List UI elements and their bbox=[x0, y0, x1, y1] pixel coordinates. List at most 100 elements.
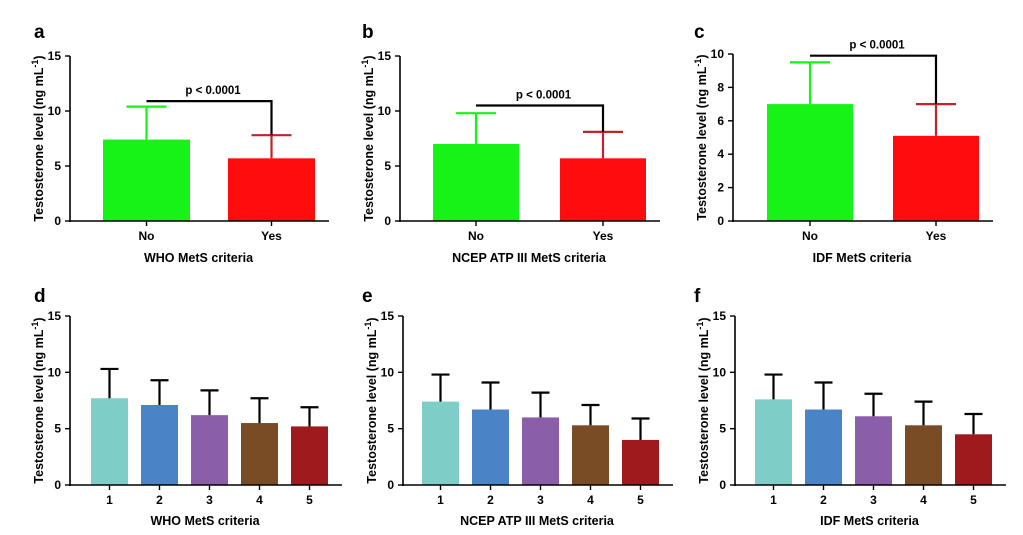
bar-4 bbox=[905, 425, 942, 485]
bar-5 bbox=[622, 439, 659, 485]
x-tick-label: 3 bbox=[537, 493, 544, 507]
bar-3 bbox=[855, 416, 892, 485]
y-axis-title-sup: -1 bbox=[30, 60, 40, 68]
y-tick-label: 0 bbox=[717, 214, 724, 228]
y-tick-label: 6 bbox=[717, 114, 724, 128]
y-axis-title-main: Testosterone level (ng mL bbox=[365, 329, 379, 483]
y-tick-label: 5 bbox=[384, 159, 391, 173]
y-axis-title-sup: -1 bbox=[695, 322, 705, 330]
panel-letter: b bbox=[362, 22, 374, 43]
bar-No bbox=[767, 104, 853, 221]
significance-bracket bbox=[476, 104, 605, 132]
y-axis-title-end: ) bbox=[362, 55, 376, 59]
x-tick-label: 1 bbox=[106, 493, 113, 507]
x-tick-label: 2 bbox=[487, 493, 494, 507]
x-tick-label: No bbox=[468, 229, 484, 243]
x-tick-label: 2 bbox=[156, 493, 163, 507]
y-tick-label: 15 bbox=[381, 309, 395, 323]
x-axis-title: IDF MetS criteria bbox=[813, 251, 913, 265]
bar-Yes bbox=[228, 158, 315, 221]
y-tick-label: 15 bbox=[713, 309, 727, 323]
y-tick-label: 4 bbox=[717, 147, 724, 161]
y-axis-title-main: Testosterone level (ng mL bbox=[362, 67, 376, 221]
bar-1 bbox=[755, 399, 792, 485]
x-tick-label: Yes bbox=[593, 229, 614, 243]
bar-2 bbox=[805, 409, 842, 485]
bar-3 bbox=[191, 415, 228, 485]
x-tick-label: Yes bbox=[926, 229, 947, 243]
significance-label: p < 0.0001 bbox=[516, 90, 572, 102]
significance-label: p < 0.0001 bbox=[849, 40, 905, 52]
x-tick-label: 1 bbox=[770, 493, 777, 507]
y-tick-label: 5 bbox=[54, 159, 61, 173]
y-tick-label: 5 bbox=[719, 422, 726, 436]
x-tick-label: 4 bbox=[587, 493, 594, 507]
x-axis-title: IDF MetS criteria bbox=[820, 514, 920, 528]
y-tick-label: 10 bbox=[378, 104, 392, 118]
y-tick-label: 0 bbox=[54, 478, 61, 492]
y-tick-label: 2 bbox=[717, 181, 724, 195]
y-axis-title: Testosterone level (ng mL-1) bbox=[693, 54, 709, 220]
bar-Yes bbox=[893, 135, 979, 221]
y-axis-title: Testosterone level (ng mL-1) bbox=[363, 317, 379, 483]
y-tick-label: 10 bbox=[381, 365, 395, 379]
x-tick-label: 2 bbox=[820, 493, 827, 507]
x-tick-label: 5 bbox=[970, 493, 977, 507]
x-tick-label: 4 bbox=[256, 493, 263, 507]
y-axis-title: Testosterone level (ng mL-1) bbox=[30, 55, 46, 221]
y-tick-label: 10 bbox=[48, 365, 62, 379]
bar-5 bbox=[955, 434, 992, 485]
y-axis-title: Testosterone level (ng mL-1) bbox=[360, 55, 376, 221]
y-axis-title-end: ) bbox=[32, 317, 46, 321]
y-tick-label: 5 bbox=[387, 422, 394, 436]
y-axis-title-main: Testosterone level (ng mL bbox=[697, 329, 711, 483]
x-tick-label: 3 bbox=[206, 493, 213, 507]
y-axis-title-end: ) bbox=[695, 54, 709, 58]
x-tick-label: 5 bbox=[306, 493, 313, 507]
y-tick-label: 15 bbox=[48, 309, 62, 323]
chart-panel-b: b 0 5 10 15 No Yes NCEP ATP III MetS criteria Te… bbox=[360, 22, 660, 265]
x-axis-title: WHO MetS criteria bbox=[150, 514, 260, 528]
y-axis-title: Testosterone level (ng mL-1) bbox=[30, 317, 46, 483]
y-tick-label: 0 bbox=[719, 478, 726, 492]
bar-No bbox=[103, 139, 190, 221]
significance-label: p < 0.0001 bbox=[185, 85, 241, 97]
significance-bracket bbox=[146, 100, 273, 136]
y-tick-label: 5 bbox=[54, 422, 61, 436]
panel-letter: c bbox=[694, 22, 705, 43]
x-tick-label: 4 bbox=[920, 493, 927, 507]
y-axis-title-end: ) bbox=[697, 317, 711, 321]
y-tick-label: 10 bbox=[711, 47, 725, 61]
bar-4 bbox=[572, 425, 609, 485]
bar-5 bbox=[291, 426, 328, 485]
x-tick-label: 1 bbox=[437, 493, 444, 507]
panel-letter: d bbox=[34, 286, 46, 307]
chart-panel-c: c 0 2 4 6 8 10 No Yes IDF MetS criteria Testostero… bbox=[693, 22, 993, 265]
bar-No bbox=[433, 144, 519, 221]
y-tick-label: 15 bbox=[48, 49, 62, 63]
y-axis-title-sup: -1 bbox=[363, 322, 373, 330]
bar-1 bbox=[91, 398, 128, 485]
y-tick-label: 10 bbox=[48, 104, 62, 118]
y-axis-title-main: Testosterone level (ng mL bbox=[695, 66, 709, 220]
y-axis-title-end: ) bbox=[32, 55, 46, 59]
panel-letter: e bbox=[362, 286, 373, 307]
chart-panel-a: a 0 5 10 15 No Yes WHO MetS criteria Testosteron… bbox=[30, 22, 329, 265]
chart-panel-f: f 0 5 10 15 1 2 3 4 5 IDF MetS criteria Testosteron… bbox=[694, 286, 1006, 528]
x-tick-label: 5 bbox=[637, 493, 644, 507]
y-axis-title-sup: -1 bbox=[693, 59, 703, 67]
bar-Yes bbox=[560, 158, 646, 221]
x-axis-title: WHO MetS criteria bbox=[144, 251, 254, 265]
bar-4 bbox=[241, 423, 278, 485]
y-tick-label: 0 bbox=[384, 214, 391, 228]
bar-1 bbox=[422, 401, 459, 485]
panel-letter: a bbox=[34, 22, 45, 43]
y-axis-title-main: Testosterone level (ng mL bbox=[32, 329, 46, 483]
chart-panel-e: e 0 5 10 15 1 2 3 4 5 NCEP ATP III MetS criteria Te… bbox=[362, 286, 673, 528]
x-axis-title: NCEP ATP III MetS criteria bbox=[452, 251, 607, 265]
y-tick-label: 10 bbox=[713, 365, 727, 379]
y-tick-label: 8 bbox=[717, 80, 724, 94]
y-axis-title-end: ) bbox=[365, 317, 379, 321]
y-axis-title-main: Testosterone level (ng mL bbox=[32, 67, 46, 221]
panel-letter: f bbox=[694, 286, 701, 307]
